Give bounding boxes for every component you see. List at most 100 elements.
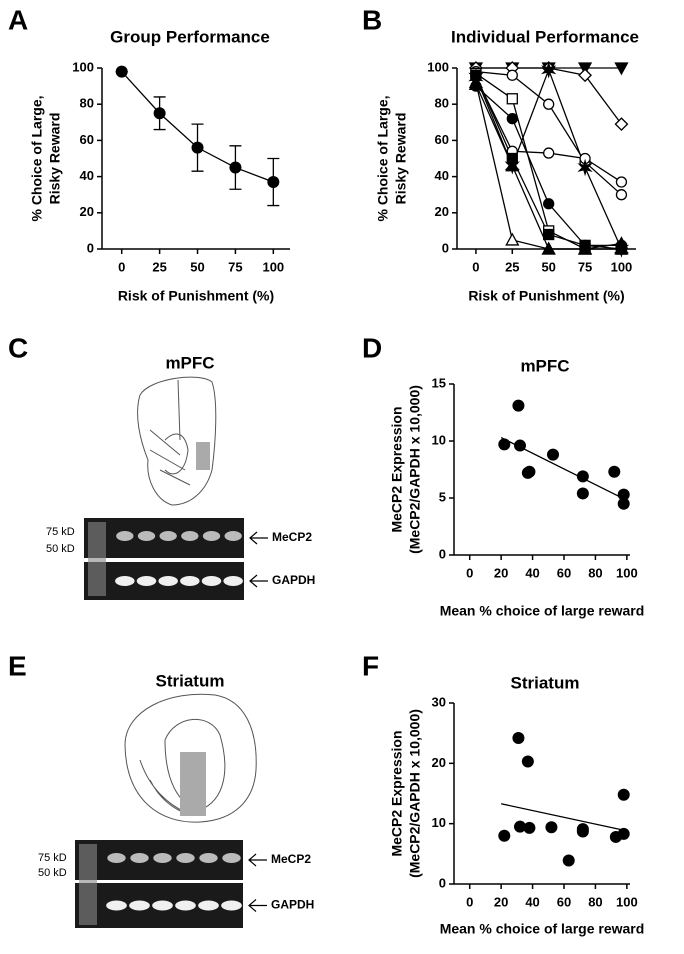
marker [505,158,520,172]
blot-band [199,853,218,863]
chart-title: Group Performance [110,27,270,46]
x-tick-label: 75 [228,259,242,274]
y-tick-label: 80 [435,96,449,111]
blot-band [202,531,221,541]
x-tick-label: 100 [616,565,638,580]
blot-band [198,900,219,911]
chart-title: Striatum [511,673,580,692]
point [498,438,511,451]
size-marker: 75 kD [38,852,67,864]
panel-label: F [362,650,379,681]
x-tick-label: 60 [557,894,571,909]
point [514,439,526,452]
y-axis-label: % Choice of Large, [29,95,45,221]
point [523,465,536,478]
x-tick-label: 100 [611,259,633,274]
marker [615,176,628,188]
blot-band [130,853,149,863]
chart-title: Individual Performance [451,27,639,46]
point [576,470,589,483]
y-axis-label: (MeCP2/GAPDH x 10,000) [407,709,423,878]
point [153,107,166,120]
blot-band [106,900,127,911]
point [498,829,511,842]
blot-band [153,853,172,863]
marker [615,243,628,255]
blot-band [223,576,243,586]
brain-section [137,376,217,506]
y-tick-label: 0 [87,240,94,255]
y-tick-label: 0 [439,546,446,561]
blot-band [129,900,150,911]
band-label: MeCP2 [272,530,312,544]
blot-band [158,576,178,586]
blot-ladder [79,844,97,925]
marker [506,69,518,81]
y-axis-label: Risky Reward [47,113,63,205]
arrow-head [248,853,257,867]
x-tick-label: 20 [494,565,508,580]
marker [543,98,555,110]
x-tick-label: 80 [588,894,602,909]
y-tick-label: 60 [435,132,449,147]
y-tick-label: 20 [80,204,94,219]
blot-band [115,576,135,586]
marker [506,152,518,165]
marker [468,76,484,90]
point [617,497,630,510]
x-tick-label: 75 [578,259,592,274]
panel-label: B [362,4,382,35]
point [191,141,204,154]
x-tick-label: 25 [152,259,166,274]
blot-band [180,576,200,586]
fit-line [501,803,627,832]
x-axis-label: Risk of Punishment (%) [468,288,624,304]
y-tick-label: 20 [432,755,446,770]
arrow-head [248,899,257,912]
x-tick-label: 0 [118,259,125,274]
y-tick-label: 0 [439,875,446,890]
x-tick-label: 0 [472,259,479,274]
y-tick-label: 20 [435,204,449,219]
marker [543,198,555,210]
y-tick-label: 40 [435,168,449,183]
panel-label: D [362,332,382,363]
blot-band [137,531,156,541]
blot-band [201,576,222,586]
panel-label: E [8,650,27,681]
band-label: GAPDH [271,898,314,912]
size-marker: 50 kD [46,543,75,555]
point [617,827,630,840]
band-label: MeCP2 [271,852,311,866]
y-axis-label: (MeCP2/GAPDH x 10,000) [407,385,423,554]
x-axis-label: Risk of Punishment (%) [118,288,274,304]
point [523,821,536,834]
y-tick-label: 40 [80,168,94,183]
panel-label: C [8,332,28,363]
blot-band [159,531,177,541]
blot-band [222,853,241,863]
point [562,854,575,867]
band-label: GAPDH [272,573,315,587]
y-axis-label: MeCP2 Expression [389,406,405,532]
x-tick-label: 50 [190,259,204,274]
x-tick-label: 25 [505,259,519,274]
point [608,465,621,478]
marker [578,68,592,83]
blot-band [176,853,195,863]
size-marker: 75 kD [46,526,75,538]
point [115,65,128,78]
marker [577,158,593,177]
x-tick-label: 0 [466,565,473,580]
x-tick-label: 0 [466,894,473,909]
y-tick-label: 60 [80,132,94,147]
y-tick-label: 80 [80,96,94,111]
arrow-head [249,574,258,588]
x-tick-label: 50 [541,259,555,274]
marker [541,60,557,79]
y-tick-label: 30 [432,694,446,709]
marker [614,62,629,76]
marker [470,69,482,81]
blot-title: Striatum [156,671,225,690]
blot-band [107,853,126,863]
